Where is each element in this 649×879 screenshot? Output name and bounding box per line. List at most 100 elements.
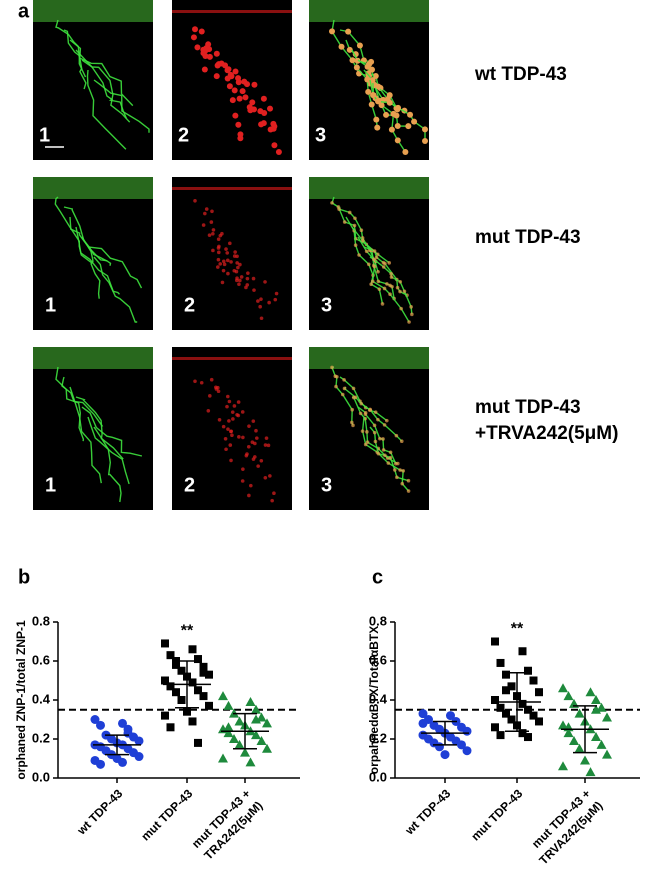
receptor-cluster <box>270 498 274 503</box>
receptor-cluster <box>251 276 256 281</box>
y-tick-label: 0.2 <box>369 730 387 745</box>
receptor-cluster <box>199 380 204 385</box>
receptor-cluster <box>368 101 375 108</box>
data-point <box>262 718 272 728</box>
receptor-cluster <box>253 455 257 459</box>
muscle-band <box>33 0 153 22</box>
data-point <box>596 702 607 712</box>
receptor-cluster <box>394 122 401 129</box>
receptor-cluster <box>229 458 233 463</box>
data-point <box>240 747 250 757</box>
image-number: 3 <box>321 474 332 496</box>
receptor-cluster <box>267 300 271 305</box>
axon <box>81 406 143 457</box>
receptor-cluster <box>190 34 197 41</box>
y-tick-label: 0.0 <box>369 769 387 784</box>
receptor-cluster <box>353 216 357 221</box>
data-point <box>535 688 543 697</box>
receptor-cluster <box>363 442 368 447</box>
receptor-cluster <box>192 26 199 33</box>
receptor-cluster <box>250 440 255 444</box>
receptor-cluster <box>389 275 394 279</box>
data-point <box>161 711 169 720</box>
receptor-cluster <box>206 46 213 53</box>
data-point <box>496 731 505 740</box>
receptor-cluster <box>376 451 381 456</box>
receptor-cluster <box>372 257 376 262</box>
data-point <box>245 696 256 706</box>
receptor-cluster <box>233 250 237 254</box>
data-point <box>602 712 612 722</box>
receptor-cluster <box>236 413 241 418</box>
receptor-cluster <box>225 251 230 255</box>
image-number: 2 <box>184 294 195 316</box>
receptor-cluster <box>252 288 256 292</box>
receptor-cluster <box>353 243 358 248</box>
receptor-cluster <box>226 427 230 431</box>
receptor-cluster <box>388 450 393 455</box>
receptor-cluster <box>394 433 399 438</box>
receptor-cluster <box>401 469 406 473</box>
receptor-cluster <box>216 265 220 269</box>
receptor-cluster <box>209 377 214 382</box>
axon <box>93 426 122 503</box>
data-point <box>96 720 105 730</box>
image-number: 3 <box>315 124 326 146</box>
receptor-cluster <box>353 64 360 71</box>
receptor-cluster <box>229 97 236 104</box>
data-point <box>462 746 472 756</box>
receptor-cluster <box>385 282 389 286</box>
data-point <box>166 723 175 732</box>
receptor-cluster <box>407 320 411 324</box>
receptor-cluster <box>246 444 251 449</box>
receptor-cluster <box>376 417 380 422</box>
micrograph <box>172 0 292 160</box>
receptor-cluster <box>383 261 387 266</box>
axon <box>81 236 101 299</box>
data-point <box>194 738 202 747</box>
receptor-cluster <box>372 72 379 79</box>
receptor-cluster <box>381 437 385 441</box>
receptor-cluster <box>366 262 371 267</box>
data-point <box>440 750 450 760</box>
receptor-cluster <box>222 62 229 69</box>
data-point <box>574 743 585 753</box>
data-point <box>123 728 133 738</box>
data-point <box>262 743 272 753</box>
receptor-cluster <box>400 481 405 486</box>
receptor-cluster <box>250 106 257 113</box>
data-point <box>524 666 532 675</box>
receptor-cluster <box>422 126 428 133</box>
receptor-cluster <box>392 468 397 472</box>
receptor-cluster <box>211 228 216 232</box>
receptor-cluster <box>218 233 223 238</box>
receptor-cluster <box>369 92 376 99</box>
data-point <box>491 723 499 732</box>
receptor-cluster <box>350 407 355 412</box>
receptor-cluster <box>241 435 245 440</box>
receptor-cluster <box>373 439 378 444</box>
receptor-cluster <box>213 73 220 80</box>
axon <box>61 376 104 427</box>
micrograph <box>33 0 153 160</box>
receptor-cluster <box>381 448 386 452</box>
data-point <box>529 676 538 685</box>
receptor-cluster <box>202 52 209 59</box>
receptor-cluster <box>260 120 267 127</box>
receptor-cluster <box>261 110 268 117</box>
receptor-cluster <box>239 275 244 279</box>
receptor-cluster <box>232 404 237 408</box>
data-point <box>496 703 505 712</box>
data-point <box>569 735 579 745</box>
axon <box>93 79 150 133</box>
receptor-cluster <box>390 284 394 289</box>
receptor-cluster <box>216 237 221 241</box>
receptor-cluster <box>259 316 264 321</box>
receptor-cluster <box>369 77 376 84</box>
receptor-cluster <box>263 475 268 480</box>
data-point <box>502 686 510 695</box>
receptor-cluster <box>251 419 256 423</box>
axon <box>87 246 143 289</box>
axon <box>75 396 124 460</box>
receptor-cluster <box>206 408 211 413</box>
